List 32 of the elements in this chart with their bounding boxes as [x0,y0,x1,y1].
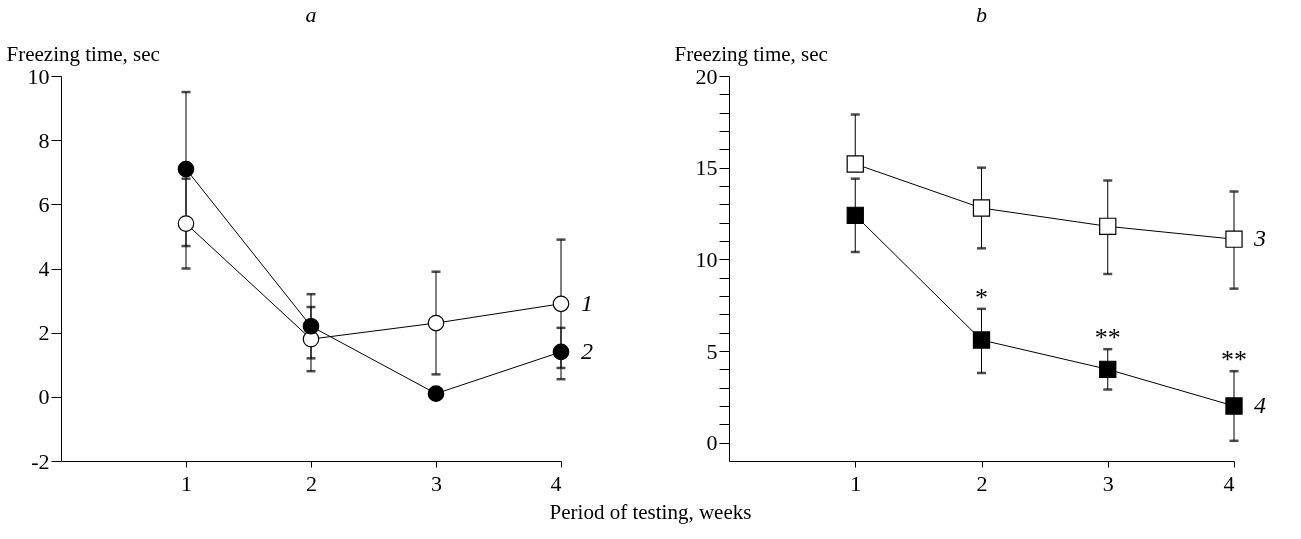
y-axis-title: Freezing time, sec [6,41,160,66]
y-tick-label: 0 [38,384,50,410]
series-label: 4 [1254,392,1266,418]
x-tick-label: 3 [1102,470,1114,496]
y-tick-label: 10 [695,246,718,272]
x-tick-label: 2 [306,470,317,496]
y-tick-label: 5 [706,338,718,364]
x-tick-label: 4 [1223,470,1235,496]
annotation: ** [1221,345,1247,375]
y-tick-label: 0 [706,430,718,456]
y-tick-label: 10 [27,63,50,89]
y-tick-label: 20 [695,63,718,89]
series-label: 1 [581,289,593,316]
x-axis-title: Period of testing, weeks [548,500,753,525]
chart-title: b [976,2,987,27]
annotation: * [975,282,988,312]
y-tick-label: 8 [38,127,50,153]
chart-title: a [305,2,317,27]
series-label: 3 [1253,225,1266,252]
x-tick-label: 3 [431,470,442,496]
x-tick-label: 1 [850,470,862,496]
x-tick-label: 1 [181,470,192,496]
y-tick-label: 6 [38,191,50,217]
x-tick-label: 4 [550,470,562,496]
y-tick-label: 2 [38,320,50,346]
x-tick-label: 2 [976,470,988,496]
y-tick-label: 4 [38,256,50,281]
series-label: 2 [581,337,593,364]
y-tick-label: 15 [695,155,718,181]
y-tick-label: -2 [31,448,50,474]
annotation: ** [1094,323,1121,353]
y-axis-title: Freezing time, sec [674,41,828,66]
